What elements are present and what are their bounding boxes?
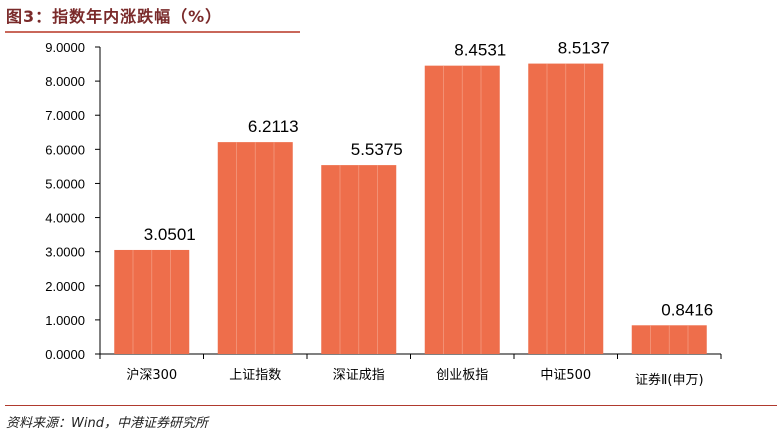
x-tick-label: 创业板指 <box>436 368 488 383</box>
source-divider <box>5 405 777 406</box>
data-label: 8.5137 <box>558 39 610 58</box>
data-label: 6.2113 <box>248 117 299 136</box>
title-divider <box>5 31 300 33</box>
y-tick-label: 4.0000 <box>45 211 85 226</box>
y-tick-label: 0.0000 <box>45 347 85 362</box>
figure-title: 图3：指数年内涨跌幅（%） <box>6 7 223 26</box>
x-tick-label: 上证指数 <box>229 368 281 383</box>
y-tick-label: 1.0000 <box>45 313 85 328</box>
y-tick-label: 2.0000 <box>45 279 85 294</box>
x-tick-label: 中证500 <box>540 368 591 383</box>
x-tick-label: 沪深300 <box>126 367 177 383</box>
data-label: 8.4531 <box>454 41 506 60</box>
x-tick-label: 证券Ⅱ(申万) <box>635 372 704 388</box>
y-tick-label: 6.0000 <box>45 142 85 157</box>
y-tick-label: 8.0000 <box>45 74 85 89</box>
data-label: 5.5375 <box>351 140 403 159</box>
data-label: 3.0501 <box>144 225 196 244</box>
y-tick-label: 7.0000 <box>45 108 85 123</box>
source-note: 资料来源：Wind，中港证券研究所 <box>6 416 208 431</box>
y-tick-label: 9.0000 <box>45 40 85 55</box>
x-tick-label: 深证成指 <box>333 368 385 383</box>
y-tick-label: 3.0000 <box>45 245 85 260</box>
y-tick-label: 5.0000 <box>45 176 85 191</box>
data-label: 0.8416 <box>661 300 713 319</box>
